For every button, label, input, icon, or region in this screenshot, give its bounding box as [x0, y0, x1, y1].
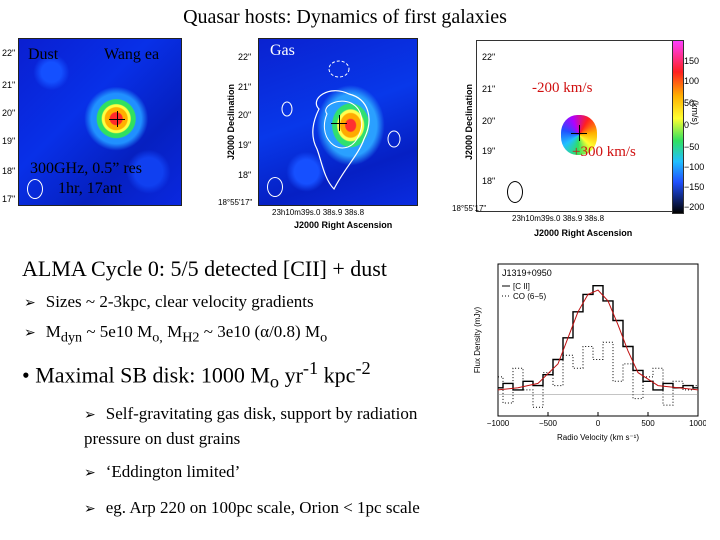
- velocity-ylabel: J2000 Declination: [464, 83, 474, 160]
- velocity-xticks: 23h10m39s.0 38s.9 38s.8: [512, 214, 605, 223]
- colorbar-tick: 150: [684, 56, 700, 66]
- velocity-ytick: 21": [482, 84, 496, 94]
- gas-ylabel: J2000 Declination: [226, 83, 236, 160]
- maximal-superscript: -2: [355, 358, 371, 378]
- dust-ytick: 18": [2, 166, 16, 176]
- maximal-subscript: o: [269, 371, 280, 392]
- gas-ytick: 20": [238, 110, 252, 120]
- sub-bullet-text: Self-gravitating gas disk, support by ra…: [105, 404, 418, 423]
- velocity-pos-label: +300 km/s: [572, 144, 636, 160]
- sub-bullet-item: ➢ Self-gravitating gas disk, support by r…: [84, 402, 417, 450]
- maximal-text: kpc: [318, 362, 356, 388]
- gas-ytick: 18": [238, 170, 252, 180]
- x-tick-label: −1000: [487, 419, 510, 428]
- alma-heading: ALMA Cycle 0: 5/5 detected [CII] + dust: [22, 256, 387, 281]
- gas-ytick: 21": [238, 82, 252, 92]
- dust-ytick: 21": [2, 80, 16, 90]
- chart-frame: [497, 263, 699, 417]
- dust-label: Dust: [28, 46, 59, 63]
- sub-bullet-text: eg. Arp 220 on 100pc scale, Orion < 1pc …: [105, 498, 420, 517]
- colorbar-tick: −50: [684, 142, 700, 152]
- chart-ylabel: Flux Density (mJy): [473, 307, 482, 374]
- dust-ytick: 22": [2, 48, 16, 58]
- gas-contours: [281, 60, 401, 191]
- sub-bullet-item: ➢ eg. Arp 220 on 100pc scale, Orion < 1pc…: [84, 496, 420, 521]
- velocity-ytick: 18°55'17": [452, 204, 487, 213]
- velocity-ytick: 20": [482, 116, 496, 126]
- bullet-text: ~ 3e10 (α/0.8) M: [199, 322, 321, 341]
- maximal-sb-heading: • Maximal SB disk: 1000 Mo yr-1 kpc-2: [22, 358, 371, 393]
- velocity-map-image: [476, 40, 674, 212]
- velocity-neg-label: -200 km/s: [532, 80, 593, 96]
- chart-title: J1319+0950: [502, 268, 552, 278]
- bullet-subscript: dyn: [60, 329, 83, 346]
- velocity-beam-ellipse: [507, 181, 523, 203]
- bullet-text: M: [162, 322, 183, 341]
- arrow-bullet-icon: ➢: [24, 295, 36, 311]
- bullet-text: M: [45, 322, 61, 341]
- spectrum-chart: −1000 −500 0 500 1000 J1319+0950 [C II] CO (…: [473, 263, 706, 442]
- x-tick-label: 0: [596, 419, 601, 428]
- arrow-bullet-icon: ➢: [84, 465, 96, 481]
- gas-label: Gas: [270, 42, 295, 59]
- x-tick-label: 500: [641, 419, 655, 428]
- dust-map-image: [18, 38, 182, 206]
- colorbar-unit: (km/s): [690, 100, 700, 125]
- series-line--c-ii-: [498, 285, 698, 391]
- dust-ytick: 17": [2, 194, 16, 204]
- gas-xticks: 23h10m39s.0 38s.9 38s.8: [272, 208, 365, 217]
- maximal-superscript: -1: [302, 358, 319, 378]
- velocity-colorbar: [672, 40, 684, 214]
- bullet-text: ~ 5e10 M: [82, 322, 153, 341]
- dust-note-time: 1hr, 17ant: [58, 180, 123, 197]
- bullet-subscript: o: [320, 329, 328, 346]
- velocity-ytick: 22": [482, 52, 496, 62]
- bullet-item: ➢ Sizes ~ 2-3kpc, clear velocity gradient…: [24, 292, 314, 312]
- velocity-ytick: 18": [482, 176, 496, 186]
- arrow-bullet-icon: ➢: [24, 325, 36, 341]
- sub-bullet-item: ➢ ‘Eddington limited’: [84, 460, 240, 485]
- gas-map-image: [258, 38, 418, 206]
- velocity-xlabel: J2000 Right Ascension: [534, 228, 633, 238]
- gas-xlabel: J2000 Right Ascension: [294, 220, 393, 230]
- bullet-subscript: H2: [182, 329, 200, 346]
- colorbar-tick: 100: [684, 76, 700, 86]
- wang-label: Wang ea: [104, 46, 160, 63]
- dust-note-resolution: 300GHz, 0.5” res: [30, 160, 142, 177]
- dust-beam-ellipse: [27, 179, 43, 199]
- colorbar-tick: 50: [684, 98, 695, 108]
- arrow-bullet-icon: ➢: [84, 501, 96, 517]
- maximal-text: • Maximal SB disk: 1000 M: [22, 362, 270, 388]
- slide-title: Quasar hosts: Dynamics of first galaxies: [183, 6, 507, 28]
- gas-ytick: 22": [238, 52, 252, 62]
- velocity-ytick: 19": [482, 146, 496, 156]
- gas-ytick: 19": [238, 140, 252, 150]
- arrow-bullet-icon: ➢: [84, 407, 96, 423]
- dust-ytick: 19": [2, 136, 16, 146]
- colorbar-tick: −150: [684, 182, 705, 192]
- gas-beam-ellipse: [267, 177, 283, 197]
- dust-ytick: 20": [2, 108, 16, 118]
- chart-ticks-group: −1000 −500 0 500 1000: [487, 412, 706, 428]
- x-tick-label: 1000: [689, 419, 706, 428]
- bullet-text: Sizes ~ 2-3kpc, clear velocity gradients: [45, 292, 314, 311]
- legend-entry-co: CO (6−5): [513, 292, 546, 301]
- colorbar-tick: −200: [684, 202, 705, 212]
- series-line--c-ii-fit: [497, 289, 699, 391]
- maximal-text: yr: [279, 362, 303, 388]
- sub-bullet-text: pressure on dust grains: [84, 429, 241, 448]
- colorbar-tick: 0: [684, 120, 690, 130]
- chart-series-group: [497, 285, 699, 408]
- bullet-subscript: o,: [152, 329, 163, 346]
- bullet-item: ➢ Mdyn ~ 5e10 Mo, MH2 ~ 3e10 (α/0.8) Mo: [24, 322, 327, 346]
- x-tick-label: −500: [539, 419, 558, 428]
- chart-xlabel: Radio Velocity (km s⁻¹): [557, 433, 639, 442]
- legend-entry-cii: [C II]: [513, 282, 530, 291]
- gas-ytick: 18°55'17": [218, 198, 253, 207]
- sub-bullet-text: ‘Eddington limited’: [105, 462, 241, 481]
- colorbar-tick: −100: [684, 162, 705, 172]
